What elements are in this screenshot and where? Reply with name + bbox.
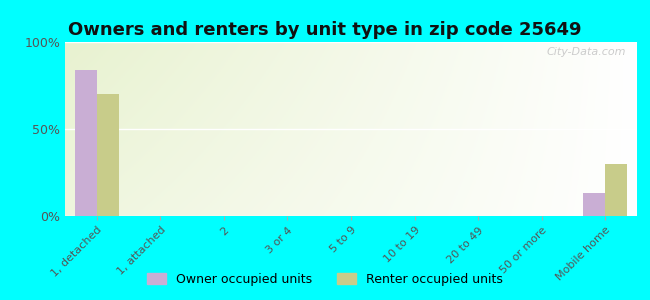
Legend: Owner occupied units, Renter occupied units: Owner occupied units, Renter occupied un…: [142, 268, 508, 291]
Bar: [97, 94, 119, 216]
Text: City-Data.com: City-Data.com: [546, 47, 625, 57]
Text: Owners and renters by unit type in zip code 25649: Owners and renters by unit type in zip c…: [68, 21, 582, 39]
Bar: [75, 70, 97, 216]
Bar: [605, 164, 627, 216]
Bar: [583, 194, 605, 216]
